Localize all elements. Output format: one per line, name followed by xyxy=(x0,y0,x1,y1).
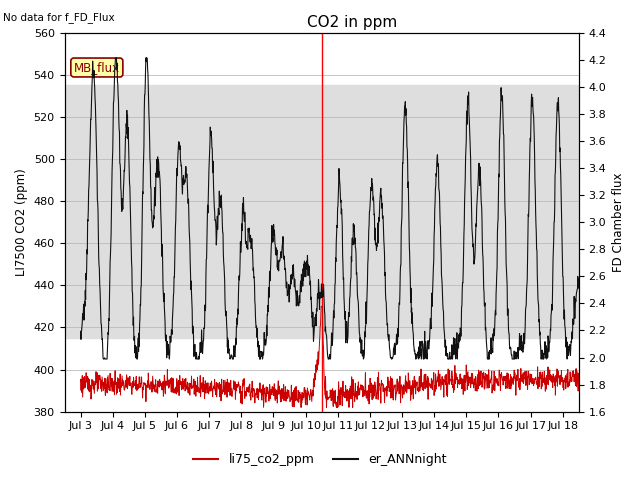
Text: MB_flux: MB_flux xyxy=(74,61,120,74)
Y-axis label: FD Chamber flux: FD Chamber flux xyxy=(612,172,625,272)
Bar xyxy=(65,85,579,338)
Title: CO2 in ppm: CO2 in ppm xyxy=(307,15,397,30)
Legend: li75_co2_ppm, er_ANNnight: li75_co2_ppm, er_ANNnight xyxy=(188,448,452,471)
Text: No data for f_FD_Flux: No data for f_FD_Flux xyxy=(3,12,115,23)
Y-axis label: LI7500 CO2 (ppm): LI7500 CO2 (ppm) xyxy=(15,168,28,276)
